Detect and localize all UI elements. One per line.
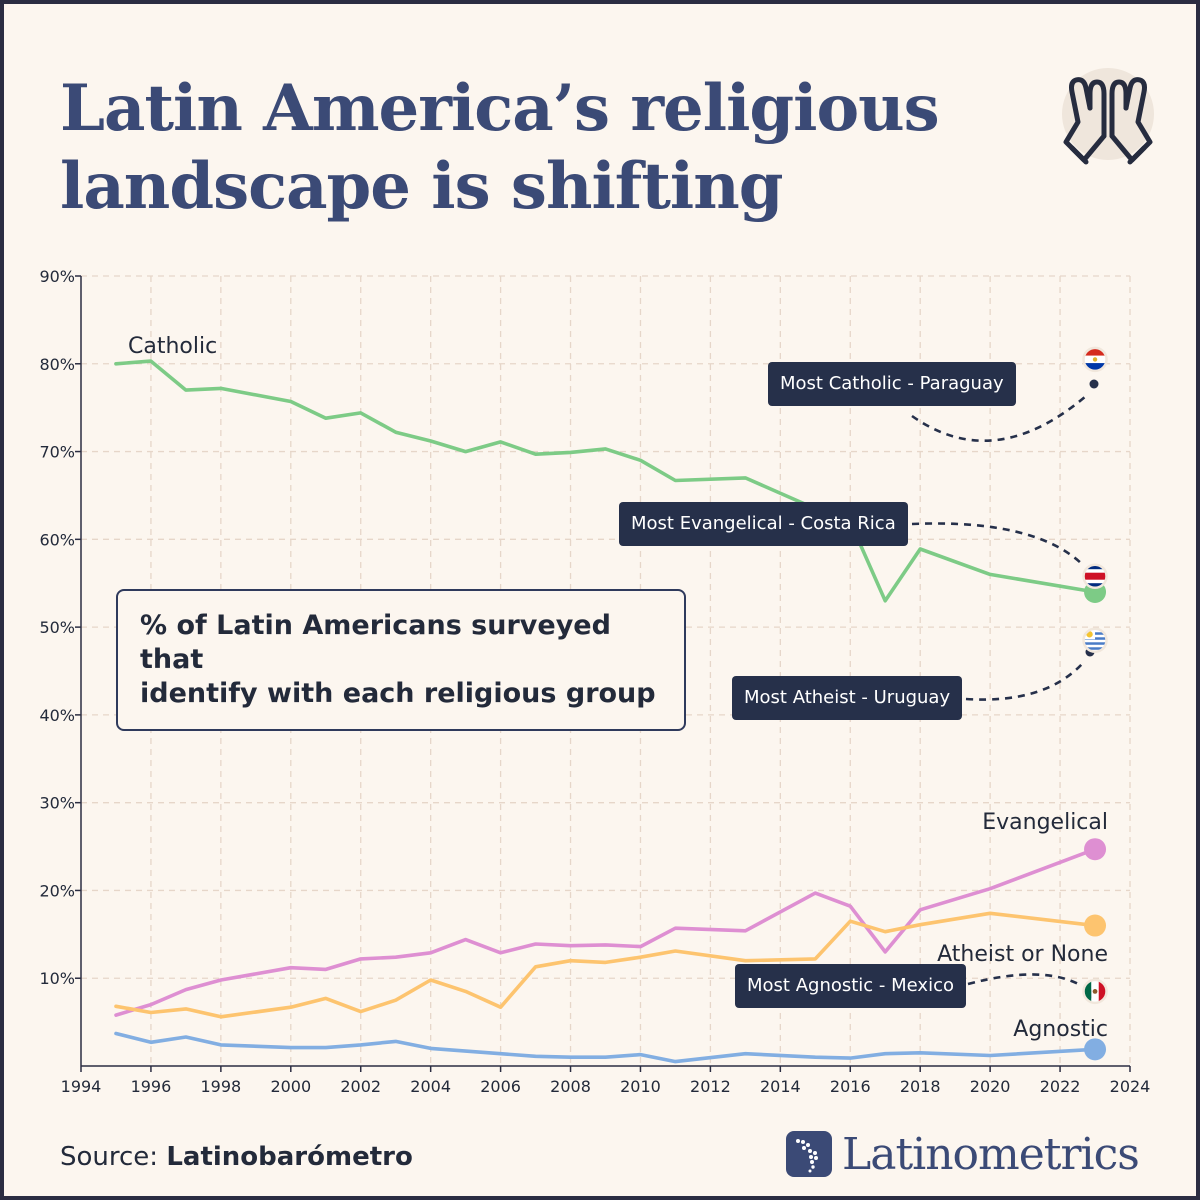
flag-ring-uruguay (1082, 627, 1108, 654)
x-tick-label: 1998 (201, 1077, 242, 1096)
series-line-atheist-or-none (114, 911, 1097, 1019)
callout-costa-rica: Most Evangelical - Costa Rica (619, 502, 908, 546)
markers (1082, 346, 1108, 1061)
x-tick-label: 2010 (620, 1077, 661, 1096)
y-tick-label: 80% (39, 355, 75, 374)
arrow-mexico (967, 973, 1083, 988)
callout-paraguay: Most Catholic - Paraguay (768, 362, 1016, 406)
series-line-catholic (114, 359, 1097, 603)
infographic: Latin America’s religious landscape is sh… (4, 4, 1196, 1196)
series-label-evangelical: Evangelical (982, 810, 1108, 835)
x-tick-label: 2022 (1040, 1077, 1081, 1096)
x-tick-label: 2020 (970, 1077, 1011, 1096)
x-tick-label: 2002 (340, 1077, 381, 1096)
latinometrics-logo-icon (786, 1131, 832, 1177)
y-tick-label: 10% (39, 969, 75, 988)
y-tick-label: 50% (39, 618, 75, 637)
x-tick-label: 2012 (690, 1077, 731, 1096)
x-tick-label: 1996 (131, 1077, 172, 1096)
end-point-evangelical (1084, 838, 1107, 861)
page-title: Latin America’s religious landscape is sh… (60, 71, 940, 224)
source-line: Source: Latinobarómetro (60, 1142, 413, 1172)
x-tick-label: 2016 (830, 1077, 871, 1096)
series-label-agnostic: Agnostic (1013, 1017, 1108, 1042)
arrow-uruguay (965, 663, 1083, 701)
x-tick-label: 2014 (760, 1077, 801, 1096)
x-tick-label: 2008 (550, 1077, 591, 1096)
chart-annotation: % of Latin Americans surveyed that ident… (116, 589, 686, 731)
brand: Latinometrics (786, 1126, 1140, 1182)
axes (75, 275, 1131, 1072)
y-tick-label: 20% (39, 881, 75, 900)
end-point-agnostic (1084, 1038, 1107, 1061)
series-lines (114, 359, 1097, 1064)
praying-hands-icon (1056, 64, 1156, 174)
callout-mexico: Most Agnostic - Mexico (735, 964, 966, 1008)
y-tick-label: 30% (39, 794, 75, 813)
flag-uruguay-icon (1084, 629, 1107, 652)
x-tick-label: 2004 (410, 1077, 451, 1096)
x-tick-label: 2006 (480, 1077, 521, 1096)
y-tick-label: 40% (39, 706, 75, 725)
y-tick-label: 90% (39, 267, 75, 286)
flag-ring-costa-rica (1082, 563, 1108, 589)
arrow-paraguay-head (1089, 379, 1099, 389)
series-labels: Catholic Evangelical Atheist or None Agnost… (128, 334, 1108, 1042)
brand-name: Latinometrics (842, 1128, 1140, 1180)
tick-labels: 1994 1996 1998 2000 2002 2004 2006 2008 2010 2012… (39, 267, 1150, 1096)
y-tick-label: 70% (39, 443, 75, 462)
series-line-evangelical (114, 847, 1097, 1017)
series-line-agnostic (114, 1031, 1097, 1064)
y-tick-label: 60% (39, 530, 75, 549)
arrow-costa-rica (911, 522, 1083, 565)
flag-mexico-icon (1084, 980, 1107, 1003)
flag-paraguay-icon (1084, 348, 1107, 371)
flag-ring-paraguay (1082, 346, 1108, 373)
end-point-atheist-or-none (1084, 914, 1107, 937)
flag-costa-rica-icon (1084, 565, 1107, 588)
x-tick-label: 2000 (270, 1077, 311, 1096)
flag-ring-mexico (1082, 978, 1108, 1005)
x-tick-label: 2024 (1110, 1077, 1151, 1096)
callout-uruguay: Most Atheist - Uruguay (732, 676, 963, 720)
series-label-atheist-or-none: Atheist or None (937, 942, 1108, 967)
x-tick-label: 1994 (61, 1077, 102, 1096)
x-tick-label: 2018 (900, 1077, 941, 1096)
series-label-catholic: Catholic (128, 334, 217, 359)
